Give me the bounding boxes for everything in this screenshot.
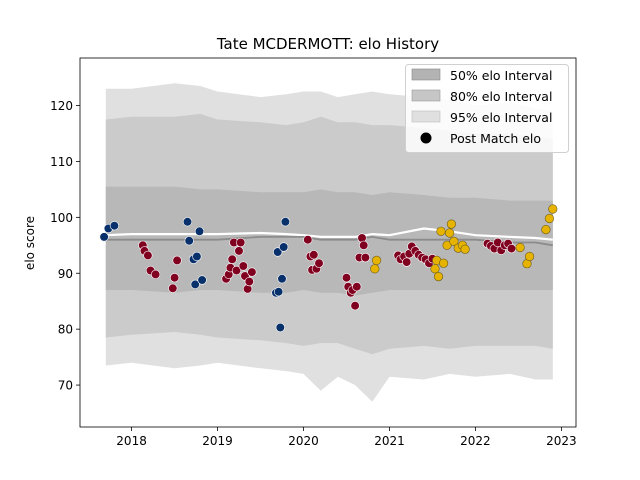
post-match-elo-point <box>227 254 237 264</box>
mean-elo-line <box>105 235 553 247</box>
legend-label-95: 95% elo Interval <box>450 110 552 125</box>
x-tick-label: 2018 <box>116 434 147 448</box>
post-match-elo-point <box>433 272 444 282</box>
post-match-elo-point <box>370 264 380 274</box>
post-match-elo-point <box>143 250 153 260</box>
x-tick-label: 2021 <box>374 434 405 448</box>
post-match-elo-point <box>439 258 449 268</box>
post-match-elo-point <box>352 282 362 292</box>
legend-frame <box>405 64 569 153</box>
post-match-elo-point <box>360 253 371 263</box>
post-match-elo-point <box>168 283 178 293</box>
post-match-elo-point <box>194 226 205 236</box>
y-tick-label: 80 <box>58 323 73 337</box>
axes: 2018 2019 2020 2021 2022 2023 70 80 90 100 110 120 <box>50 57 577 448</box>
legend-label-80: 80% elo Interval <box>450 89 552 104</box>
post-match-elo-point <box>446 219 457 229</box>
y-axis-label: elo score <box>23 216 37 270</box>
post-match-elo-point <box>279 242 289 252</box>
post-match-elo-point <box>280 217 291 227</box>
plot-area <box>99 83 558 402</box>
post-match-elo-point <box>314 258 324 268</box>
post-match-elo-point <box>449 236 459 246</box>
post-match-elo-point <box>234 246 244 256</box>
post-match-elo-point <box>190 279 200 290</box>
post-match-elo-point <box>309 250 319 260</box>
post-match-elo-point <box>359 240 369 250</box>
y-tick-label: 120 <box>50 99 73 113</box>
post-match-elo-point <box>277 274 287 284</box>
y-tick-label: 70 <box>58 379 73 393</box>
x-tick-label: 2022 <box>460 434 491 448</box>
post-match-elo-point <box>151 269 161 280</box>
post-match-elo-point <box>231 265 242 276</box>
post-match-elo-point <box>515 242 525 253</box>
post-match-elo-point <box>524 251 535 262</box>
legend-swatch-50 <box>411 68 441 81</box>
y-tick-label: 90 <box>58 267 73 281</box>
y-tick-label: 100 <box>50 211 73 225</box>
post-match-elo-point <box>244 277 254 287</box>
plot-frame <box>79 57 577 428</box>
post-match-elo-point <box>109 221 119 231</box>
post-match-elo-point <box>170 273 180 283</box>
post-match-elo-point <box>442 240 452 250</box>
post-match-elo-point <box>273 247 283 257</box>
post-match-elo-point <box>182 217 193 227</box>
post-match-elo-point <box>445 228 455 238</box>
chart-title: Tate MCDERMOTT: elo History <box>216 35 439 53</box>
legend: 50% elo Interval 80% elo Interval 95% el… <box>405 64 569 153</box>
legend-swatch-80 <box>411 89 441 102</box>
post-match-elo-point <box>99 232 109 242</box>
post-match-elo-point <box>184 236 194 246</box>
post-match-elo-point <box>350 301 360 311</box>
post-match-elo-point <box>430 264 440 274</box>
post-match-elo-point <box>541 225 551 235</box>
post-match-elo-point <box>548 204 558 214</box>
post-match-elo-point <box>192 251 202 262</box>
band-50-interval <box>105 186 553 296</box>
legend-label-50: 50% elo Interval <box>450 68 552 83</box>
post-match-elo-point <box>172 255 182 266</box>
x-tick-label: 2019 <box>202 434 233 448</box>
post-match-elo-point <box>506 244 517 254</box>
x-tick-label: 2020 <box>288 434 319 448</box>
post-match-elo-point <box>341 273 352 283</box>
post-match-elo-point <box>236 237 246 248</box>
post-match-elo-point <box>436 226 446 236</box>
post-match-elo-point <box>303 235 313 245</box>
post-match-elo-point <box>402 257 412 267</box>
post-match-elo-point <box>274 287 284 297</box>
legend-marker-post-match <box>420 132 432 144</box>
post-match-elo-point <box>544 213 555 224</box>
legend-swatch-95 <box>411 110 441 123</box>
x-tick-label: 2023 <box>546 434 577 448</box>
post-match-elo-point <box>372 255 382 266</box>
post-match-elo-point <box>197 275 207 285</box>
post-match-elo-point <box>238 261 248 271</box>
post-match-elo-point <box>275 322 285 333</box>
post-match-elo-point <box>460 244 470 254</box>
legend-label-post-match: Post Match elo <box>450 131 541 146</box>
y-tick-label: 110 <box>50 155 73 169</box>
post-match-elo-point <box>247 267 257 277</box>
